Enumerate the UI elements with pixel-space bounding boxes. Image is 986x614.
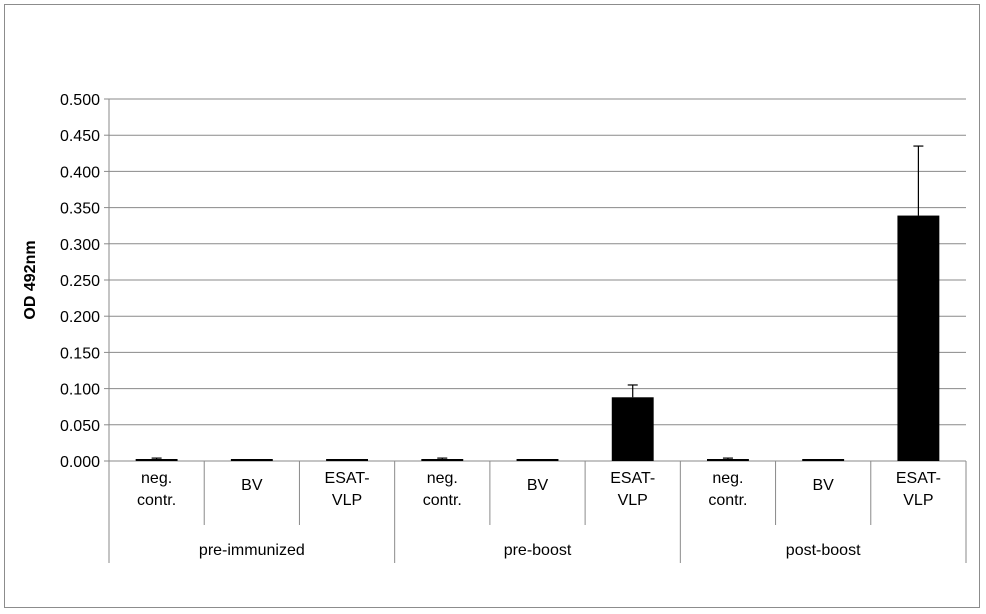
category-label: neg. [141, 470, 172, 487]
y-axis-title: OD 492nm [22, 240, 39, 319]
y-tick-label: 0.100 [60, 382, 100, 399]
bar [421, 459, 464, 461]
y-tick-label: 0.200 [60, 309, 100, 326]
group-label: post-boost [786, 542, 861, 559]
bar [230, 459, 273, 461]
bar [326, 459, 369, 461]
category-label: neg. [712, 470, 743, 487]
category-label: contr. [423, 492, 462, 509]
y-tick-label: 0.050 [60, 418, 100, 435]
category-label: ESAT- [325, 470, 370, 487]
category-label: neg. [427, 470, 458, 487]
y-tick-label: 0.400 [60, 164, 100, 181]
group-label: pre-immunized [199, 542, 305, 559]
bar [706, 459, 749, 461]
y-tick-label: 0.300 [60, 237, 100, 254]
category-label: contr. [137, 492, 176, 509]
bar [611, 397, 654, 461]
bar [802, 459, 845, 461]
category-label: VLP [903, 492, 933, 509]
y-tick-label: 0.250 [60, 273, 100, 290]
category-label: VLP [332, 492, 362, 509]
bar [516, 459, 559, 461]
category-label: VLP [618, 492, 648, 509]
y-tick-label: 0.350 [60, 201, 100, 218]
group-label: pre-boost [504, 542, 572, 559]
bar [897, 215, 940, 461]
category-label: ESAT- [610, 470, 655, 487]
y-tick-label: 0.500 [60, 92, 100, 109]
y-tick-label: 0.000 [60, 454, 100, 471]
bar-chart: 0.000 0.050 0.100 0.150 0.200 0.250 0.300 0.350… [22, 92, 967, 563]
category-label: ESAT- [896, 470, 941, 487]
y-tick-label: 0.450 [60, 128, 100, 145]
category-label: BV [527, 477, 549, 494]
category-label: contr. [708, 492, 747, 509]
y-tick-label: 0.150 [60, 345, 100, 362]
category-label: BV [241, 477, 263, 494]
bar [135, 459, 178, 461]
chart-frame: 0.000 0.050 0.100 0.150 0.200 0.250 0.300 0.350… [4, 4, 980, 608]
category-label: BV [812, 477, 834, 494]
